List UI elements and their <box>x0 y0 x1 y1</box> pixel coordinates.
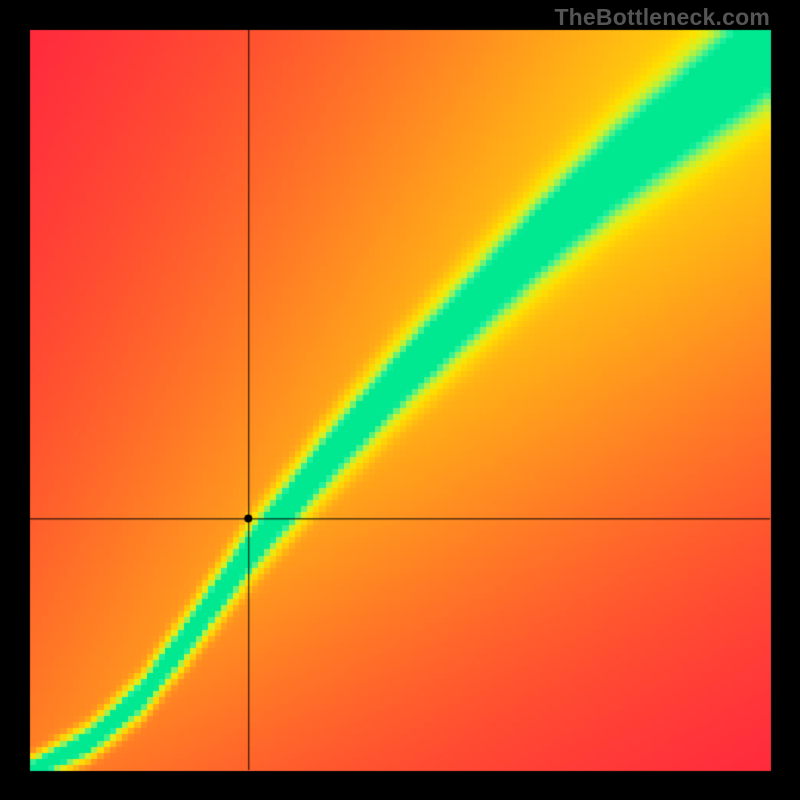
watermark-text: TheBottleneck.com <box>554 4 770 31</box>
chart-container: TheBottleneck.com <box>0 0 800 800</box>
heatmap-canvas <box>0 0 800 800</box>
